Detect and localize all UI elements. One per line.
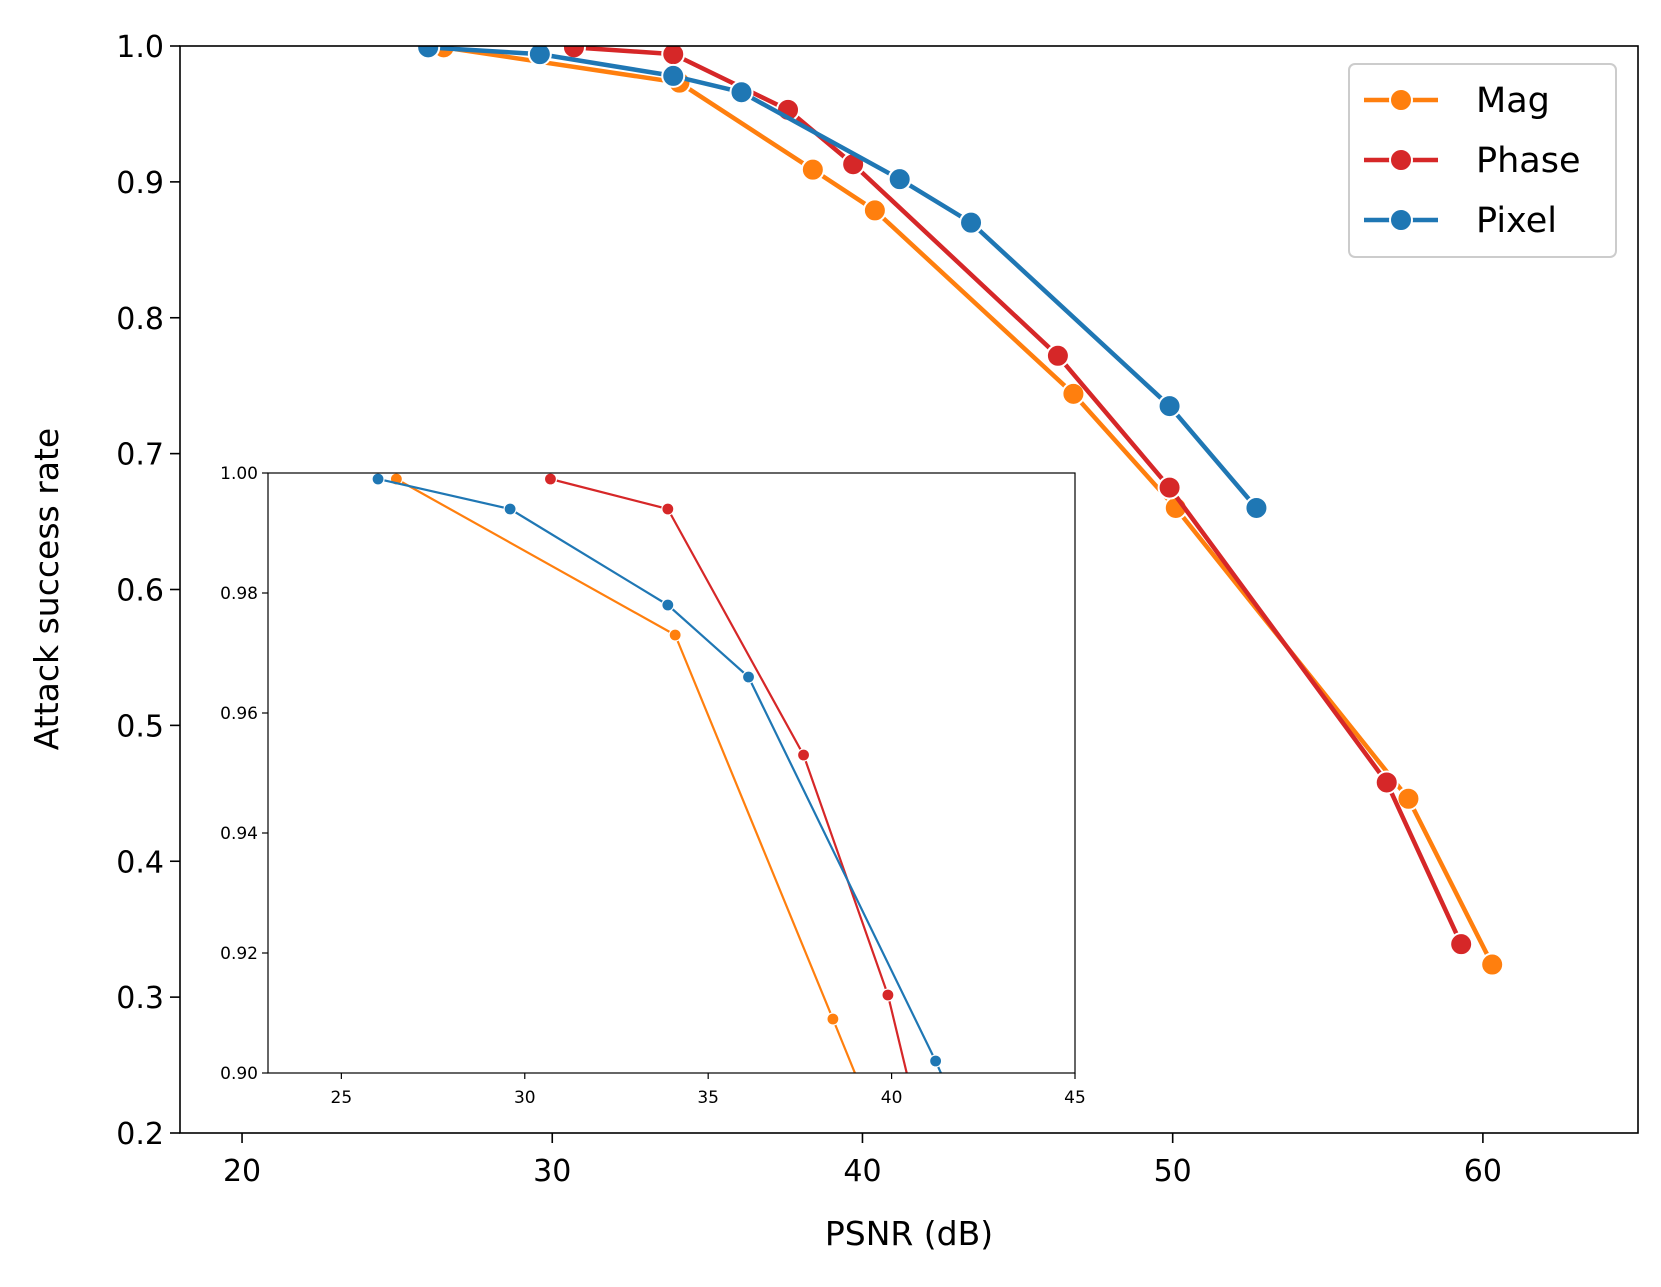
legend-label-mag: Mag <box>1476 81 1550 121</box>
point-phase-6 <box>1374 770 1399 795</box>
inset-y-tick-label-1-00: 1.00 <box>220 464 258 484</box>
point-pixel-1 <box>527 46 552 67</box>
inset-point-phase-0 <box>543 473 558 486</box>
inset-x-ticks: 25 30 35 40 45 <box>331 1073 1086 1108</box>
series-line-pixel <box>428 46 1259 510</box>
legend-marker-phase <box>1389 148 1413 172</box>
x-tick-label-20: 20 <box>223 1154 261 1189</box>
inset-y-tick-label-0-94: 0.94 <box>220 824 258 844</box>
inset-y-tick-label-0-92: 0.92 <box>220 944 258 964</box>
x-tick-label-30: 30 <box>533 1154 571 1189</box>
inset-x-tick-label-35: 35 <box>697 1088 719 1108</box>
legend-label-phase: Phase <box>1476 141 1581 181</box>
y-axis-title: Attack success rate <box>27 428 66 750</box>
y-tick-label-0-3: 0.3 <box>116 981 164 1016</box>
inset-point-pixel-1 <box>503 502 517 516</box>
y-tick-label-0-5: 0.5 <box>116 709 164 744</box>
inset-series-line-mag <box>395 478 857 1073</box>
main-y-ticks: 0.2 0.3 0.4 0.5 0.6 0.7 0.8 0.9 1.0 <box>116 30 180 1152</box>
point-pixel-2 <box>661 63 686 88</box>
point-mag-3 <box>862 198 887 223</box>
main-series-layer <box>416 46 1505 977</box>
point-pixel-4 <box>887 167 912 192</box>
y-tick-label-0-4: 0.4 <box>116 845 164 880</box>
point-mag-7 <box>1480 952 1505 977</box>
inset-point-pixel-4 <box>929 1054 943 1068</box>
inset-point-pixel-3 <box>741 670 756 684</box>
main-x-ticks: 20 30 40 50 60 <box>223 1133 1502 1189</box>
inset-y-tick-label-0-98: 0.98 <box>220 584 258 604</box>
point-pixel-0 <box>416 46 441 60</box>
inset-y-tick-label-0-90: 0.90 <box>220 1064 258 1084</box>
inset-x-tick-label-45: 45 <box>1064 1088 1086 1108</box>
x-tick-label-40: 40 <box>843 1154 881 1189</box>
point-mag-6 <box>1396 786 1421 811</box>
inset-point-mag-1 <box>668 628 682 642</box>
legend: Mag Phase Pixel <box>1348 63 1617 258</box>
point-pixel-7 <box>1244 495 1269 520</box>
y-tick-label-0-8: 0.8 <box>116 302 164 337</box>
legend-marker-mag <box>1389 88 1413 112</box>
y-tick-label-0-9: 0.9 <box>116 166 164 201</box>
inset-x-tick-label-30: 30 <box>514 1088 536 1108</box>
y-tick-label-1: 1.0 <box>116 30 164 65</box>
inset-x-tick-label-40: 40 <box>881 1088 903 1108</box>
legend-marker-pixel <box>1389 208 1413 232</box>
inset-y-tick-label-0-96: 0.96 <box>220 704 258 724</box>
point-phase-7 <box>1449 932 1474 957</box>
inset-point-phase-2 <box>796 748 811 762</box>
inset-point-pixel-2 <box>661 598 675 612</box>
x-tick-label-60: 60 <box>1464 1154 1502 1189</box>
point-pixel-3 <box>729 80 754 105</box>
inset-series-layer <box>371 473 943 1073</box>
point-mag-4 <box>1061 381 1086 406</box>
inset-x-tick-label-25: 25 <box>331 1088 353 1108</box>
point-pixel-5 <box>959 210 984 235</box>
point-phase-5 <box>1157 475 1182 500</box>
y-tick-label-0-7: 0.7 <box>116 438 164 473</box>
inset-point-phase-3 <box>881 988 895 1002</box>
inset-series-line-pixel <box>377 477 943 1073</box>
x-axis-title: PSNR (dB) <box>825 1214 993 1253</box>
y-tick-label-0-6: 0.6 <box>116 574 164 609</box>
legend-box <box>1348 63 1617 258</box>
point-mag-2 <box>800 157 825 182</box>
inset-background <box>268 473 1075 1073</box>
x-tick-label-50: 50 <box>1154 1154 1192 1189</box>
legend-label-pixel: Pixel <box>1476 201 1557 241</box>
series-line-mag <box>443 46 1495 966</box>
y-tick-label-0-2: 0.2 <box>116 1117 164 1152</box>
inset-y-ticks: 0.90 0.92 0.94 0.96 0.98 1.00 <box>220 464 268 1084</box>
series-line-phase <box>573 46 1464 946</box>
point-pixel-6 <box>1157 394 1182 419</box>
inset-point-pixel-0 <box>371 473 385 486</box>
inset-frame <box>267 472 1076 1074</box>
inset-chart: 25 30 35 40 45 0.90 0.92 0.94 0.96 0.98 1.00 <box>220 464 1086 1108</box>
point-phase-4 <box>1045 343 1070 368</box>
inset-point-mag-2 <box>826 1012 840 1026</box>
inset-point-phase-1 <box>661 502 675 516</box>
